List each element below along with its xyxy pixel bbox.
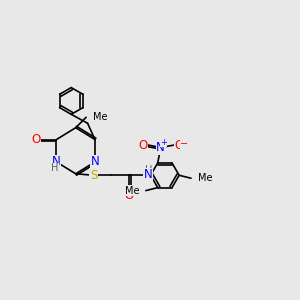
Text: +: + bbox=[160, 138, 167, 147]
Text: O: O bbox=[175, 139, 184, 152]
Text: H: H bbox=[145, 165, 152, 175]
Text: Me: Me bbox=[125, 186, 139, 196]
Text: N: N bbox=[52, 155, 61, 168]
Text: N: N bbox=[156, 141, 165, 154]
Text: O: O bbox=[139, 139, 148, 152]
Text: O: O bbox=[124, 189, 134, 202]
Text: S: S bbox=[90, 169, 97, 182]
Text: −: − bbox=[180, 140, 188, 149]
Text: Me: Me bbox=[198, 173, 212, 183]
Text: N: N bbox=[91, 155, 99, 168]
Text: N: N bbox=[144, 168, 153, 181]
Text: O: O bbox=[31, 133, 40, 146]
Text: H: H bbox=[51, 164, 58, 173]
Text: Me: Me bbox=[93, 112, 107, 122]
